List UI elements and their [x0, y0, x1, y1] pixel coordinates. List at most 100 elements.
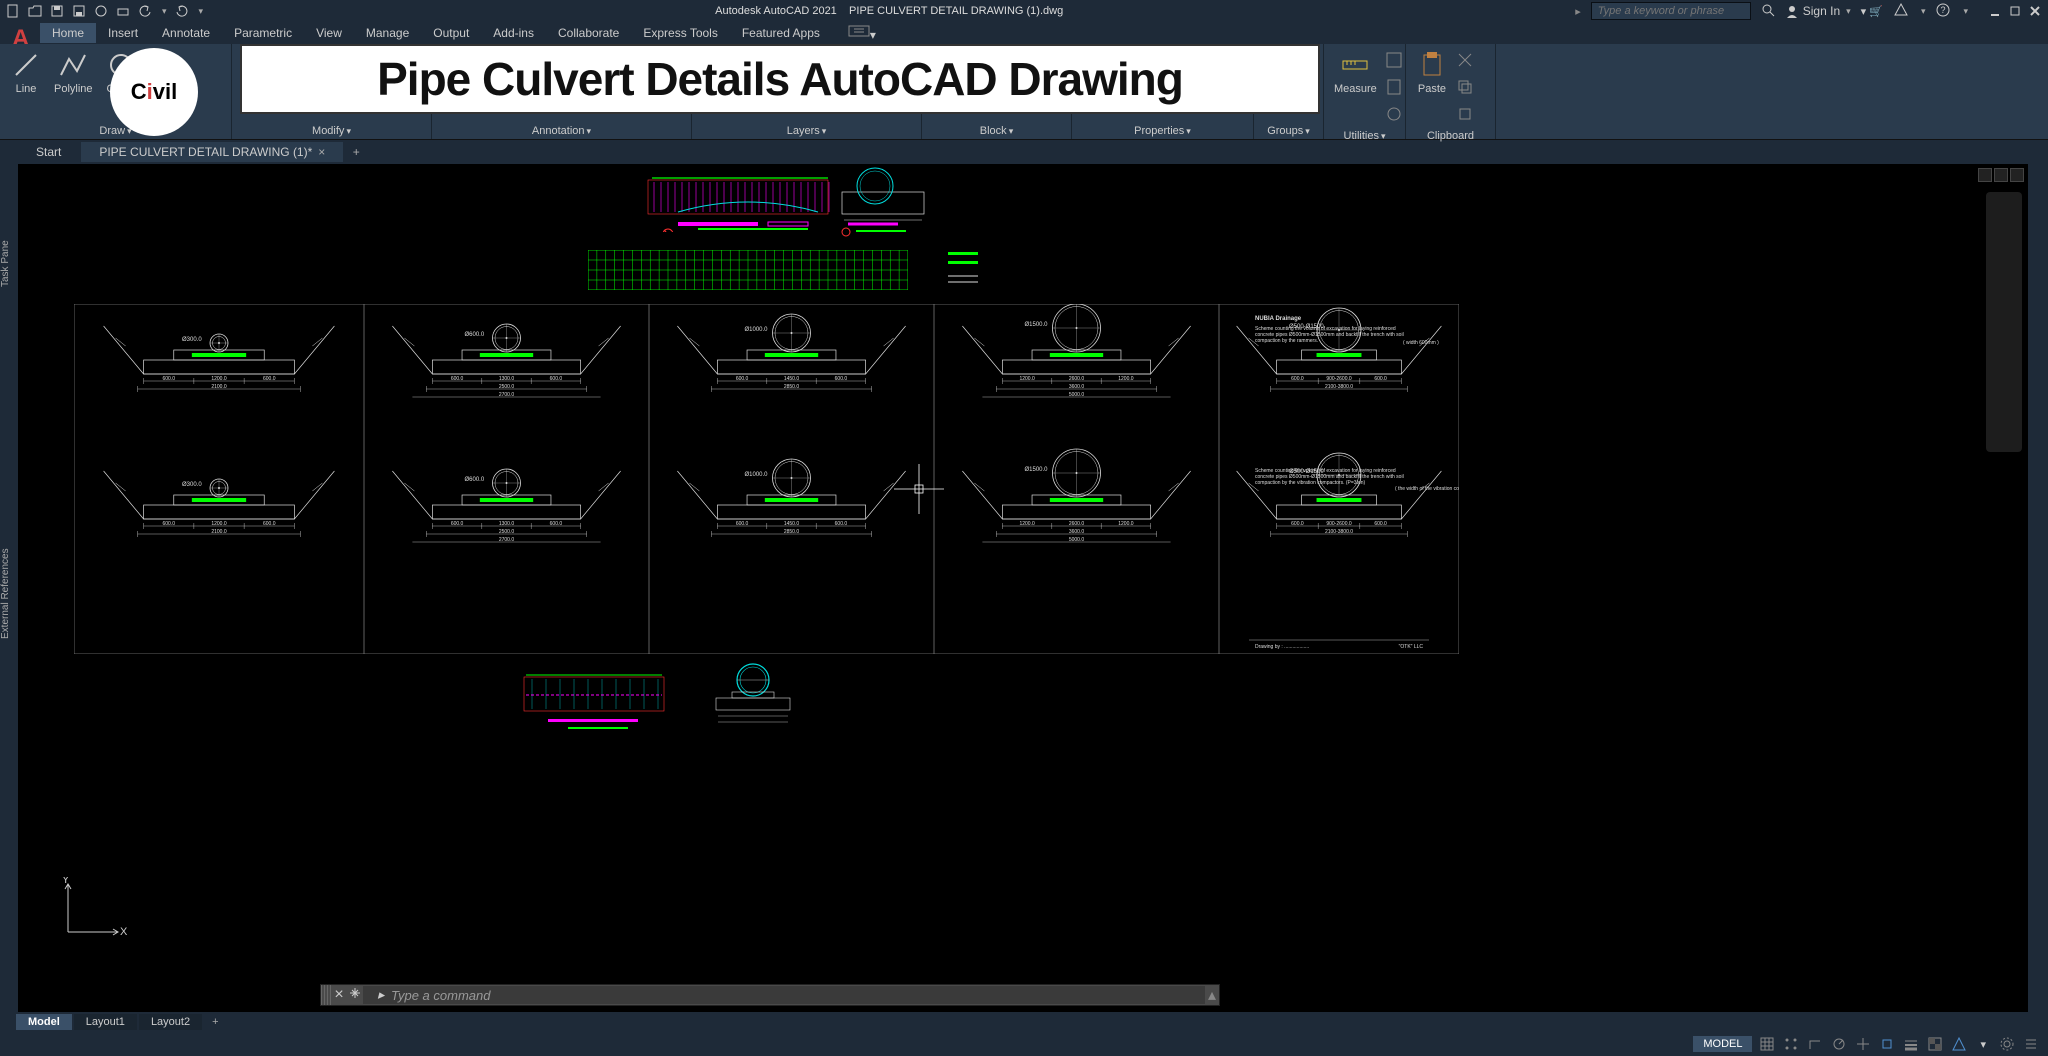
- app-store-icon[interactable]: [1893, 2, 1909, 21]
- menu-manage[interactable]: Manage: [354, 23, 421, 43]
- menu-featured-apps[interactable]: Featured Apps: [730, 23, 832, 43]
- web-icon[interactable]: [94, 4, 108, 18]
- calc-icon[interactable]: [1385, 78, 1403, 101]
- xref-pane-tab[interactable]: External References: [0, 484, 18, 704]
- menu-express-tools[interactable]: Express Tools: [631, 23, 729, 43]
- svg-text:X: X: [120, 926, 128, 938]
- search-input[interactable]: [1591, 2, 1751, 20]
- svg-text:( the width of the vibration c: ( the width of the vibration compactor 1…: [1395, 486, 1459, 492]
- svg-text:2700.0: 2700.0: [499, 537, 515, 543]
- cmd-config-icon[interactable]: [347, 986, 363, 1004]
- quickcalc-icon[interactable]: [1385, 105, 1403, 128]
- panel-clipboard: Paste Clipboard: [1406, 44, 1496, 139]
- cart-icon[interactable]: ▾ 🛒: [1861, 5, 1883, 18]
- status-model[interactable]: MODEL: [1693, 1036, 1752, 1052]
- polar-icon[interactable]: [1830, 1035, 1848, 1053]
- svg-text:600.0: 600.0: [162, 376, 175, 382]
- search-go-icon[interactable]: [1761, 3, 1775, 20]
- lineweight-icon[interactable]: [1902, 1035, 1920, 1053]
- ribbon: Line Polyline Circle Draw▾ Civil Pipe Cu…: [0, 44, 2048, 140]
- line-button[interactable]: Line: [6, 47, 46, 97]
- svg-text:1450.0: 1450.0: [784, 376, 800, 382]
- menu-bar: A HomeInsertAnnotateParametricViewManage…: [0, 22, 2048, 44]
- cmd-grip[interactable]: [321, 985, 331, 1005]
- svg-text:1200.0: 1200.0: [1019, 376, 1035, 382]
- tab-current[interactable]: PIPE CULVERT DETAIL DRAWING (1)*×: [81, 142, 343, 162]
- plot-icon[interactable]: [116, 4, 130, 18]
- svg-text:900-2600.0: 900-2600.0: [1326, 376, 1352, 382]
- transparency-icon[interactable]: [1926, 1035, 1944, 1053]
- svg-text:2600.0: 2600.0: [1069, 376, 1085, 382]
- customize-icon[interactable]: [2022, 1035, 2040, 1053]
- menu-annotate[interactable]: Annotate: [150, 23, 222, 43]
- isodraft-icon[interactable]: [1854, 1035, 1872, 1053]
- app-store-dropdown[interactable]: ▾: [1921, 6, 1926, 17]
- menu-output[interactable]: Output: [421, 23, 481, 43]
- undo-icon[interactable]: [138, 4, 152, 18]
- svg-text:600.0: 600.0: [451, 521, 464, 527]
- svg-text:2100-3800.0: 2100-3800.0: [1325, 529, 1353, 535]
- layout-model[interactable]: Model: [16, 1014, 72, 1030]
- signin-button[interactable]: Sign In ▾: [1785, 4, 1851, 18]
- svg-text:1200.0: 1200.0: [1019, 521, 1035, 527]
- tab-close-icon[interactable]: ×: [318, 145, 325, 159]
- svg-text:2600.0: 2600.0: [1069, 521, 1085, 527]
- paste-button[interactable]: Paste: [1412, 47, 1452, 97]
- menu-insert[interactable]: Insert: [96, 23, 150, 43]
- svg-text:1300.0: 1300.0: [499, 521, 515, 527]
- svg-text:?: ?: [1941, 5, 1946, 15]
- svg-text:compaction by the rammers.: compaction by the rammers.: [1255, 338, 1318, 344]
- menu-add-ins[interactable]: Add-ins: [481, 23, 546, 43]
- menu-home[interactable]: Home: [40, 23, 96, 43]
- cut-icon[interactable]: [1456, 51, 1474, 74]
- menu-collaborate[interactable]: Collaborate: [546, 23, 631, 43]
- civil-logo: Civil: [110, 48, 198, 136]
- ribbon-toggle-icon[interactable]: ▾: [848, 25, 876, 42]
- new-icon[interactable]: [6, 4, 20, 18]
- app-title: Autodesk AutoCAD 2021 PIPE CULVERT DETAI…: [203, 5, 1575, 17]
- document-tabs: Start PIPE CULVERT DETAIL DRAWING (1)*× …: [0, 140, 2048, 164]
- svg-text:1200.0: 1200.0: [1118, 376, 1134, 382]
- copyclip-icon[interactable]: [1456, 105, 1474, 128]
- polyline-button[interactable]: Polyline: [50, 47, 97, 97]
- svg-text:600.0: 600.0: [1291, 376, 1304, 382]
- help-dropdown[interactable]: ▾: [1963, 6, 1968, 17]
- svg-text:1200.0: 1200.0: [211, 376, 227, 382]
- close-icon[interactable]: [2028, 4, 2042, 18]
- scale-value[interactable]: ▾: [1974, 1036, 1992, 1053]
- tab-add-button[interactable]: +: [345, 145, 367, 159]
- menu-view[interactable]: View: [304, 23, 354, 43]
- menu-parametric[interactable]: Parametric: [222, 23, 304, 43]
- cmd-history-icon[interactable]: ▴: [1205, 985, 1219, 1005]
- help-icon[interactable]: ?: [1935, 2, 1951, 21]
- drawing-canvas[interactable]: Ø300.0600.01200.0600.02100.0Ø300.0600.01…: [18, 164, 2028, 1012]
- svg-text:1200.0: 1200.0: [211, 521, 227, 527]
- minimize-icon[interactable]: [1988, 4, 2002, 18]
- copy-icon[interactable]: [1456, 78, 1474, 101]
- layout-1[interactable]: Layout1: [74, 1014, 137, 1030]
- svg-text:1300.0: 1300.0: [499, 376, 515, 382]
- grid-icon[interactable]: [1758, 1035, 1776, 1053]
- measure-button[interactable]: Measure: [1330, 47, 1381, 97]
- select-icon[interactable]: [1385, 51, 1403, 74]
- task-pane-tab[interactable]: Task Pane: [0, 164, 18, 364]
- maximize-icon[interactable]: [2008, 4, 2022, 18]
- gear-icon[interactable]: [1998, 1035, 2016, 1053]
- annoscale-icon[interactable]: [1950, 1035, 1968, 1053]
- undo-dropdown-icon[interactable]: ▾: [162, 6, 167, 17]
- layout-2[interactable]: Layout2: [139, 1014, 202, 1030]
- svg-text:600.0: 600.0: [1291, 521, 1304, 527]
- saveas-icon[interactable]: [72, 4, 86, 18]
- save-icon[interactable]: [50, 4, 64, 18]
- svg-text:1200.0: 1200.0: [1118, 521, 1134, 527]
- layout-add[interactable]: +: [204, 1014, 226, 1030]
- open-icon[interactable]: [28, 4, 42, 18]
- cmd-close-icon[interactable]: ×: [331, 986, 347, 1004]
- osnap-icon[interactable]: [1878, 1035, 1896, 1053]
- command-input[interactable]: ▸ Type a command: [363, 986, 1205, 1004]
- snap-icon[interactable]: [1782, 1035, 1800, 1053]
- redo-icon[interactable]: [175, 4, 189, 18]
- tab-start[interactable]: Start: [18, 142, 79, 162]
- search-play-icon[interactable]: ▸: [1575, 5, 1581, 18]
- ortho-icon[interactable]: [1806, 1035, 1824, 1053]
